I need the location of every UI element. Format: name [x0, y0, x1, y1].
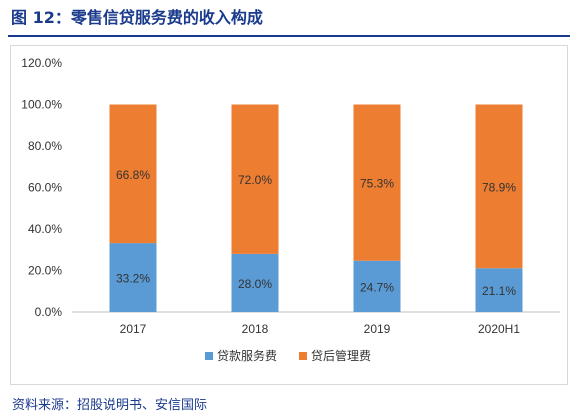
bar-segment-post-loan-mgmt-fee	[475, 104, 523, 269]
data-label: 33.2%	[116, 272, 150, 286]
title-divider	[8, 35, 570, 37]
y-tick-label: 0.0%	[35, 305, 63, 319]
data-label: 21.1%	[482, 284, 516, 298]
x-tick-label: 2018	[242, 322, 269, 336]
bar-segment-post-loan-mgmt-fee	[353, 104, 401, 261]
y-tick-label: 60.0%	[28, 181, 62, 195]
bar-segment-post-loan-mgmt-fee	[109, 104, 157, 244]
data-label: 24.7%	[360, 280, 394, 294]
bar-segment-loan-service-fee	[353, 260, 401, 312]
x-tick-label: 2020H1	[478, 322, 520, 336]
y-tick-label: 120.0%	[21, 56, 62, 70]
bar-segment-loan-service-fee	[475, 268, 523, 312]
legend-label: 贷款服务费	[217, 348, 277, 363]
x-tick-label: 2017	[120, 322, 147, 336]
data-label: 28.0%	[238, 277, 272, 291]
data-label: 66.8%	[116, 168, 150, 182]
x-tick-label: 2019	[364, 322, 391, 336]
y-tick-label: 100.0%	[21, 98, 62, 112]
legend-label: 贷后管理费	[311, 348, 371, 363]
stacked-bar-chart: 0.0% 20.0% 40.0% 60.0% 80.0% 100.0% 120.0% 33.2…	[21, 56, 560, 363]
y-tick-label: 40.0%	[28, 222, 62, 236]
legend-swatch	[299, 352, 307, 360]
figure-title: 图 12：零售信贷服务费的收入构成	[11, 8, 263, 27]
data-label: 72.0%	[238, 173, 272, 187]
chart-frame	[10, 45, 568, 385]
legend-swatch	[205, 352, 213, 360]
data-label: 75.3%	[360, 177, 394, 191]
data-label: 78.9%	[482, 180, 516, 194]
source-note: 资料来源：招股说明书、安信国际	[12, 398, 208, 413]
bar-segment-loan-service-fee	[109, 243, 157, 312]
bar-segment-loan-service-fee	[231, 253, 279, 312]
y-tick-label: 80.0%	[28, 139, 62, 153]
bar-segment-post-loan-mgmt-fee	[231, 104, 279, 254]
y-tick-label: 20.0%	[28, 264, 62, 278]
